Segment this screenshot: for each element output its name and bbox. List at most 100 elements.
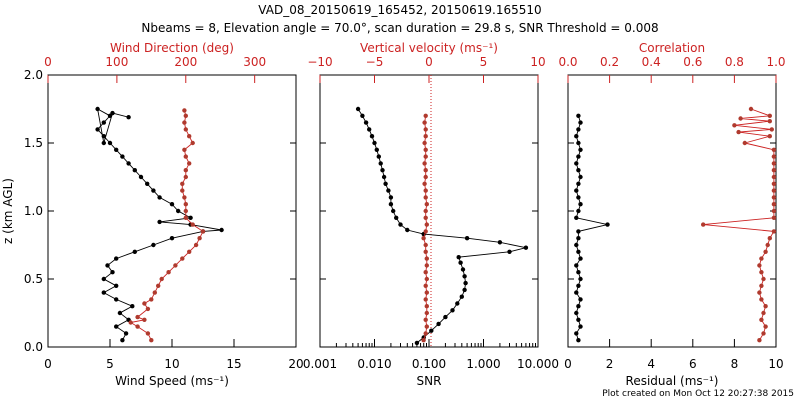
data-point-vertical-velocity bbox=[424, 263, 429, 268]
data-point-wind-speed bbox=[114, 324, 119, 329]
data-point-snr bbox=[462, 274, 467, 279]
data-point-wind-speed bbox=[130, 304, 135, 309]
data-point-residual bbox=[574, 215, 579, 220]
wind-bottom-ticks: 0 5 10 15 20 bbox=[44, 339, 304, 371]
data-point-wind-speed bbox=[132, 168, 137, 173]
data-point-wind-direction bbox=[200, 229, 206, 234]
data-point-snr bbox=[450, 308, 455, 313]
top-axis-tick-label: 0.4 bbox=[642, 55, 661, 69]
data-point-correlation bbox=[759, 256, 764, 261]
data-point-snr bbox=[523, 245, 529, 250]
data-point-wind-direction bbox=[180, 256, 185, 261]
data-point-snr bbox=[394, 215, 399, 220]
data-point-snr bbox=[455, 301, 460, 306]
data-point-wind-speed bbox=[101, 120, 107, 125]
data-point-wind-speed bbox=[120, 338, 125, 343]
data-point-correlation bbox=[736, 129, 741, 135]
data-point-wind-direction bbox=[182, 108, 187, 113]
data-point-residual bbox=[576, 113, 581, 119]
data-point-correlation bbox=[738, 116, 743, 121]
top-axis-tick-label: −5 bbox=[366, 55, 384, 69]
data-point-residual bbox=[578, 297, 583, 302]
data-point-wind-speed bbox=[114, 256, 119, 261]
data-point-correlation bbox=[759, 317, 764, 322]
data-point-wind-direction bbox=[149, 297, 154, 302]
data-point-wind-speed bbox=[138, 174, 144, 180]
data-point-vertical-velocity bbox=[423, 215, 428, 220]
data-point-wind-speed bbox=[123, 331, 129, 336]
data-point-vertical-velocity bbox=[423, 229, 428, 234]
data-point-residual bbox=[574, 331, 579, 336]
data-point-snr bbox=[463, 280, 468, 286]
data-point-snr bbox=[429, 328, 434, 333]
title-line-1: VAD_08_20150619_165452, 20150619.165510 bbox=[258, 3, 541, 17]
data-point-residual bbox=[578, 256, 583, 261]
data-point-wind-direction bbox=[183, 113, 188, 119]
data-point-snr bbox=[380, 168, 385, 173]
data-point-residual bbox=[574, 134, 579, 139]
data-point-correlation bbox=[771, 195, 777, 200]
data-point-correlation bbox=[765, 242, 770, 248]
data-point-wind-speed bbox=[114, 283, 119, 288]
data-point-wind-direction bbox=[197, 236, 202, 241]
top-axis-tick-label: 0 bbox=[44, 55, 52, 69]
data-point-residual bbox=[576, 208, 581, 214]
data-point-correlation bbox=[759, 297, 764, 302]
wind-top-axis-label: Wind Direction (deg) bbox=[110, 41, 234, 55]
data-point-vertical-velocity bbox=[423, 168, 428, 173]
data-point-wind-speed bbox=[157, 219, 162, 225]
data-point-residual bbox=[576, 229, 581, 234]
data-point-wind-speed bbox=[110, 270, 115, 275]
top-axis-tick-label: 5 bbox=[480, 55, 488, 69]
bottom-axis-tick-label: 4 bbox=[647, 357, 655, 371]
bottom-axis-tick-label: 10.000 bbox=[517, 357, 559, 371]
data-point-wind-speed bbox=[110, 110, 115, 116]
data-point-vertical-velocity bbox=[423, 113, 428, 119]
data-point-vertical-velocity bbox=[424, 310, 429, 316]
y-tick-label: 0.0 bbox=[24, 340, 43, 354]
bottom-axis-tick-label: 0.100 bbox=[412, 357, 446, 371]
data-point-residual bbox=[578, 147, 583, 152]
data-point-wind-direction bbox=[183, 154, 188, 159]
top-axis-tick-label: 1.0 bbox=[766, 55, 785, 69]
data-point-snr bbox=[360, 113, 365, 119]
data-point-residual bbox=[576, 249, 581, 254]
data-point-correlation bbox=[771, 181, 777, 186]
res-bottom-ticks: 0 2 4 6 8 10 bbox=[564, 339, 784, 371]
bottom-axis-tick-label: 15 bbox=[226, 357, 241, 371]
data-point-residual bbox=[574, 290, 579, 295]
data-point-correlation bbox=[771, 154, 777, 159]
title-line-2: Nbeams = 8, Elevation angle = 70.0°, sca… bbox=[141, 21, 658, 35]
data-point-snr bbox=[374, 147, 379, 152]
data-point-residual bbox=[574, 310, 579, 316]
data-point-residual bbox=[578, 202, 583, 207]
data-point-snr bbox=[388, 195, 394, 200]
data-point-wind-direction bbox=[145, 331, 151, 336]
data-point-residual bbox=[576, 236, 581, 241]
panel-residual-frame bbox=[567, 74, 777, 348]
data-point-correlation bbox=[771, 147, 777, 152]
data-point-wind-speed bbox=[101, 140, 107, 146]
panel-wind-frame bbox=[47, 74, 297, 348]
data-point-vertical-velocity bbox=[423, 242, 428, 248]
data-point-vertical-velocity bbox=[423, 331, 428, 336]
data-point-vertical-velocity bbox=[423, 317, 428, 322]
data-point-vertical-velocity bbox=[421, 338, 426, 343]
data-point-snr bbox=[436, 321, 441, 327]
top-axis-tick-label: 0.8 bbox=[725, 55, 744, 69]
data-point-wind-direction bbox=[145, 306, 151, 312]
data-point-correlation bbox=[771, 168, 777, 173]
data-point-vertical-velocity bbox=[424, 276, 429, 282]
data-point-wind-direction bbox=[166, 270, 171, 275]
data-point-wind-direction bbox=[190, 140, 195, 146]
bottom-axis-tick-label: 6 bbox=[689, 357, 697, 371]
data-point-wind-speed bbox=[101, 290, 107, 295]
data-point-vertical-velocity bbox=[423, 283, 428, 288]
y-ticks: 0.0 0.5 1.0 1.5 2.0 bbox=[24, 68, 776, 354]
data-point-residual bbox=[576, 168, 581, 173]
data-point-wind-direction bbox=[187, 134, 192, 139]
data-point-wind-speed bbox=[117, 310, 123, 316]
data-point-wind-direction bbox=[182, 120, 187, 125]
series-line-wind-speed bbox=[96, 108, 222, 341]
data-point-correlation bbox=[757, 338, 762, 343]
